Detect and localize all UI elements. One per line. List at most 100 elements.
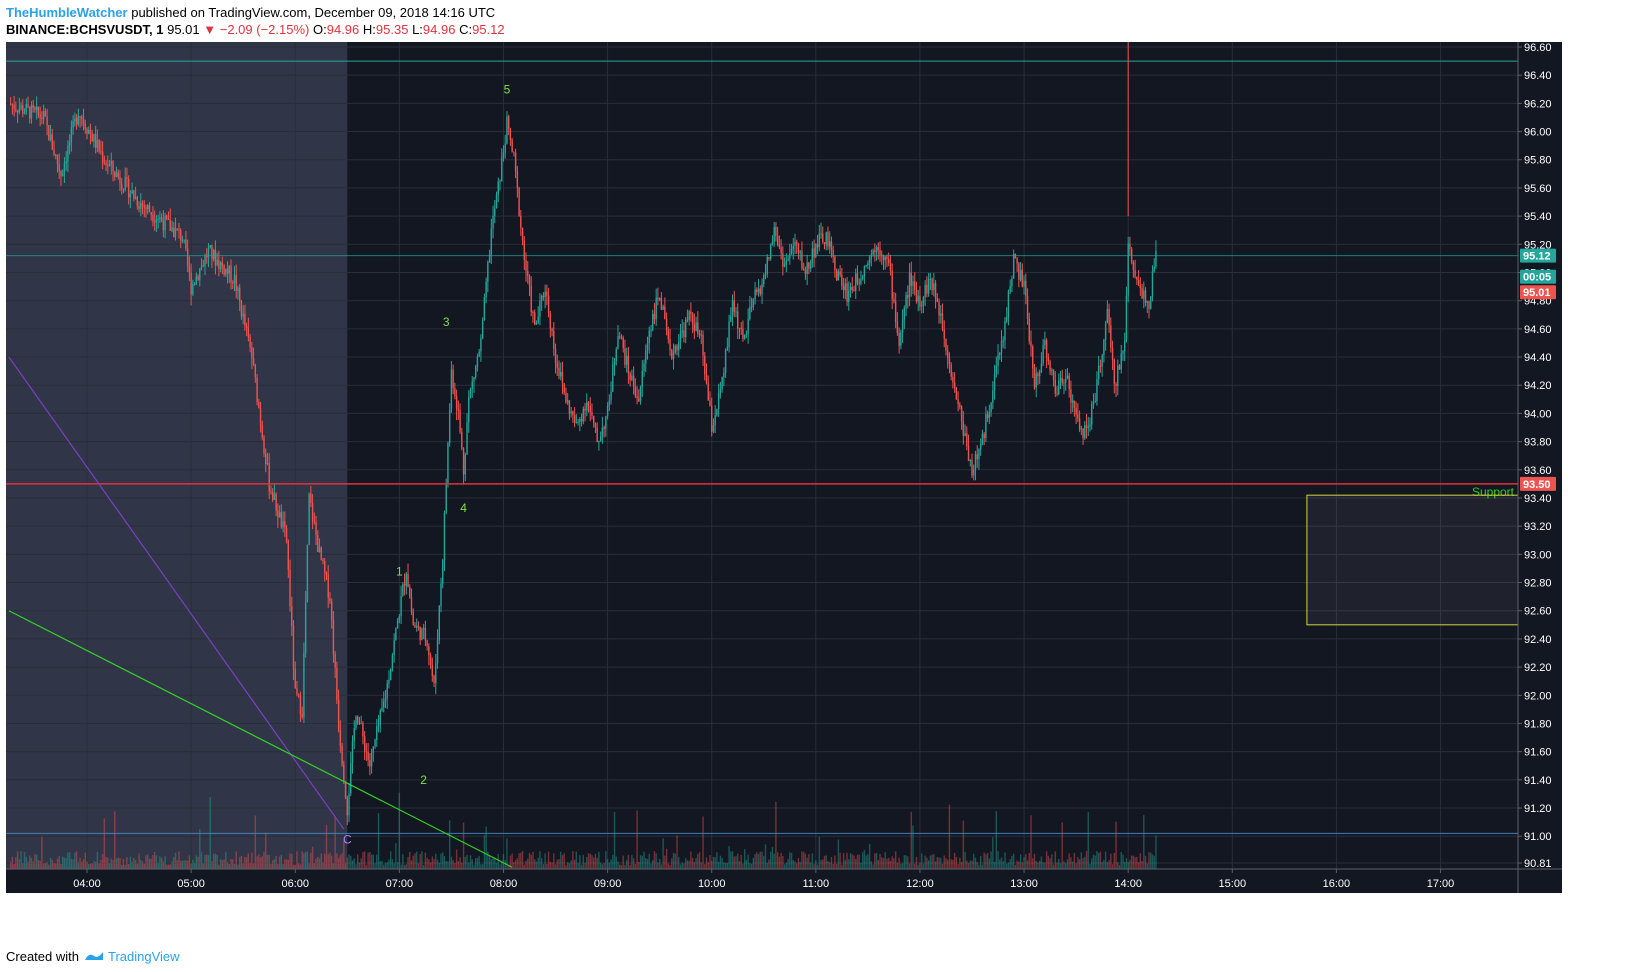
volume-bar: [924, 855, 926, 869]
candle-body: [728, 321, 730, 348]
candle-body: [1042, 345, 1044, 364]
volume-bar: [259, 857, 262, 869]
candle-body: [152, 214, 154, 222]
candle-body: [315, 522, 317, 535]
volume-bar: [1075, 863, 1077, 869]
volume-bar: [973, 853, 975, 869]
volume-bar: [459, 857, 461, 869]
volume-bar: [992, 837, 994, 869]
volume-bar: [254, 815, 257, 869]
volume-bar: [1117, 862, 1119, 869]
candle-body: [350, 763, 352, 794]
volume-bar: [681, 862, 683, 869]
candle-body: [992, 390, 994, 403]
candle-body: [1136, 276, 1138, 280]
volume-bar: [337, 858, 340, 869]
trendline[interactable]: [8, 610, 513, 868]
candle-body: [393, 640, 395, 656]
candle-body: [485, 281, 487, 298]
candle-body: [700, 334, 702, 336]
volume-bar: [1040, 856, 1043, 869]
candle-body: [917, 295, 919, 302]
volume-bar: [900, 863, 902, 869]
candle-body: [598, 440, 600, 443]
trendline[interactable]: [8, 356, 345, 830]
candle-body: [77, 116, 80, 125]
volume-bar: [714, 857, 716, 869]
candle-body: [1021, 269, 1024, 287]
candle-body: [940, 313, 942, 316]
volume-bar: [947, 859, 949, 869]
candle-body: [830, 241, 833, 250]
volume-bar: [232, 859, 234, 869]
volume-bar: [896, 862, 899, 869]
candle-body: [304, 602, 307, 653]
volume-bar: [851, 854, 853, 869]
candle-body: [1068, 375, 1070, 390]
candle-body: [516, 171, 519, 188]
volume-bar: [929, 855, 932, 869]
volume-bar: [266, 855, 269, 869]
candle-body: [450, 369, 453, 410]
volume-bar: [1047, 855, 1050, 869]
volume-bar: [653, 851, 656, 869]
candle-body: [37, 106, 40, 115]
candle-body: [299, 695, 302, 715]
volume-bar: [117, 857, 119, 869]
volume-bar: [1045, 851, 1048, 869]
candle-body: [525, 259, 527, 272]
volume-bar: [756, 852, 758, 869]
volume-bar: [485, 826, 487, 869]
tradingview-brand[interactable]: TradingView: [108, 949, 180, 964]
author-name[interactable]: TheHumbleWatcher: [6, 5, 128, 20]
candle-body: [32, 104, 34, 108]
candle-body: [461, 431, 463, 449]
volume-bar: [153, 851, 156, 869]
volume-bar: [280, 854, 283, 869]
volume-bar: [1012, 853, 1015, 869]
y-tick-label: 90.81: [1524, 858, 1552, 870]
volume-bar: [658, 858, 661, 869]
candle-body: [480, 338, 482, 352]
candle-body: [976, 454, 978, 460]
candle-body: [1075, 407, 1077, 415]
volume-bar: [1101, 862, 1103, 869]
ohlc-line: BINANCE:BCHSVUSDT, 1 95.01 ▼ −2.09 (−2.1…: [6, 22, 505, 37]
candle-body: [586, 402, 588, 411]
volume-bar: [1094, 855, 1096, 869]
volume-bar: [735, 856, 737, 869]
volume-bar: [277, 863, 279, 869]
candle-body: [200, 265, 203, 269]
candle-body: [1097, 365, 1100, 380]
volume-bar: [143, 863, 145, 869]
wave-label: 3: [443, 315, 450, 329]
target-box[interactable]: [1306, 494, 1532, 626]
candle-body: [100, 151, 102, 153]
volume-bar: [643, 851, 645, 869]
candle-body: [494, 208, 496, 216]
candle-body: [518, 187, 520, 216]
volume-bar: [572, 851, 574, 869]
volume-bar: [997, 851, 999, 869]
candle-body: [886, 256, 888, 259]
volume-bar: [738, 861, 741, 869]
volume-bar: [239, 857, 241, 869]
candle-body: [251, 347, 253, 359]
candle-body: [306, 544, 309, 603]
candle-body: [731, 300, 734, 316]
candle-body: [447, 443, 449, 484]
volume-bar: [995, 811, 997, 869]
candle-body: [488, 254, 491, 263]
volume-bar: [1104, 851, 1107, 869]
volume-bar: [863, 849, 866, 869]
volume-bar: [849, 853, 852, 869]
candle-body: [638, 398, 640, 402]
candle-body: [539, 300, 541, 317]
volume-bar: [872, 864, 874, 869]
volume-bar: [917, 864, 919, 869]
candle-body: [990, 402, 992, 413]
candle-body: [882, 256, 885, 261]
candle-body: [983, 433, 985, 439]
candle-body: [471, 381, 473, 389]
